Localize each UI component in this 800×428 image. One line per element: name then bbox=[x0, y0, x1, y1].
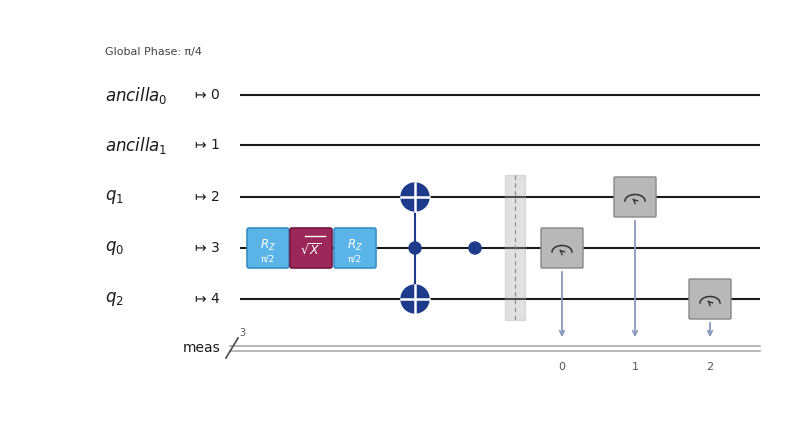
Text: $R_Z$: $R_Z$ bbox=[260, 238, 276, 253]
FancyBboxPatch shape bbox=[247, 228, 289, 268]
Text: 2: 2 bbox=[706, 362, 714, 372]
FancyBboxPatch shape bbox=[689, 279, 731, 319]
Text: π/2: π/2 bbox=[261, 255, 275, 264]
Text: ↦ 1: ↦ 1 bbox=[195, 138, 220, 152]
Text: π/2: π/2 bbox=[348, 255, 362, 264]
FancyBboxPatch shape bbox=[334, 228, 376, 268]
Text: ↦ 4: ↦ 4 bbox=[195, 292, 220, 306]
FancyBboxPatch shape bbox=[290, 228, 332, 268]
Circle shape bbox=[401, 285, 429, 313]
Circle shape bbox=[401, 183, 429, 211]
FancyBboxPatch shape bbox=[541, 228, 583, 268]
FancyBboxPatch shape bbox=[614, 177, 656, 217]
Text: $q_{1}$: $q_{1}$ bbox=[105, 188, 124, 206]
Text: $ancilla_{1}$: $ancilla_{1}$ bbox=[105, 134, 167, 155]
Text: $q_{2}$: $q_{2}$ bbox=[105, 290, 124, 308]
Text: $\sqrt{X}$: $\sqrt{X}$ bbox=[300, 242, 322, 258]
Text: ↦ 0: ↦ 0 bbox=[195, 88, 220, 102]
Text: 3: 3 bbox=[239, 328, 245, 338]
Text: $R_Z$: $R_Z$ bbox=[347, 238, 363, 253]
Text: 1: 1 bbox=[631, 362, 638, 372]
Text: ↦ 2: ↦ 2 bbox=[195, 190, 220, 204]
Text: Global Phase: π/4: Global Phase: π/4 bbox=[105, 47, 202, 57]
Text: $ancilla_{0}$: $ancilla_{0}$ bbox=[105, 84, 167, 105]
Text: $q_{0}$: $q_{0}$ bbox=[105, 239, 124, 257]
Text: ↦ 3: ↦ 3 bbox=[195, 241, 220, 255]
Text: meas: meas bbox=[182, 341, 220, 355]
Circle shape bbox=[409, 242, 421, 254]
Bar bbox=[505, 175, 525, 320]
Text: 0: 0 bbox=[558, 362, 566, 372]
Circle shape bbox=[469, 242, 481, 254]
